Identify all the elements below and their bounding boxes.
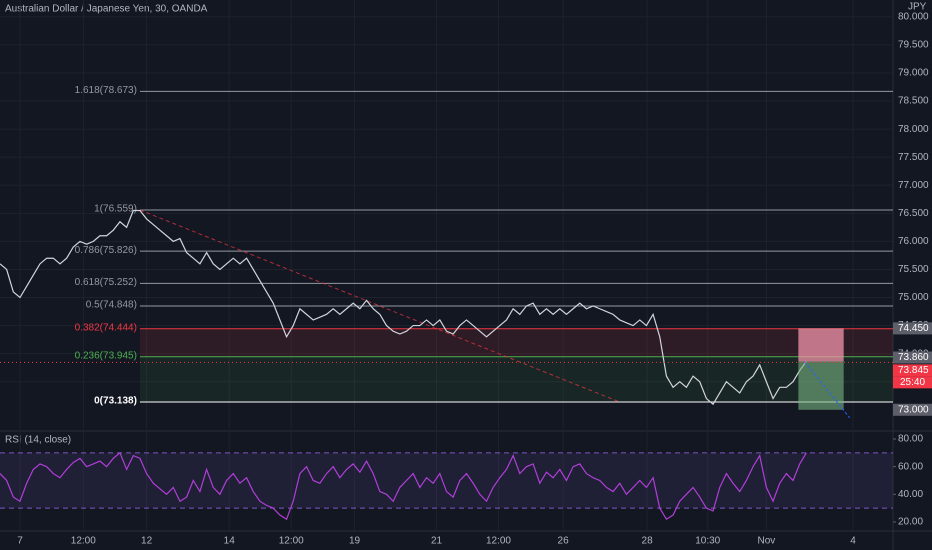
rsi-title: RSI (14, close) [5, 435, 71, 446]
trendline [139, 209, 620, 403]
price-tag-label: 73.000 [898, 404, 929, 415]
price-tag-label: 73.860 [898, 352, 929, 363]
x-tick-label: 14 [224, 536, 236, 547]
price-tag [893, 351, 932, 364]
y-tick-label: 79.000 [898, 68, 929, 79]
fib-zone [139, 328, 893, 357]
fib-label: 0.236(73.945) [75, 350, 137, 361]
y-tick-label: 80.000 [898, 11, 929, 22]
y-tick-label: 40.00 [898, 489, 923, 500]
x-tick-label: 21 [431, 536, 443, 547]
x-tick-label: 10:30 [695, 536, 720, 547]
x-tick-label: 19 [349, 536, 361, 547]
countdown: 25:40 [900, 377, 925, 388]
y-tick-label: 79.500 [898, 40, 929, 51]
y-tick-label: 75.000 [898, 292, 929, 303]
currency-label: JPY [908, 2, 927, 13]
position-target [798, 328, 844, 362]
rsi-band [0, 452, 893, 509]
x-tick-label: Nov [757, 536, 775, 547]
x-tick-label: 28 [642, 536, 654, 547]
x-tick-label: 12 [141, 536, 153, 547]
y-tick-label: 78.000 [898, 124, 929, 135]
fib-zone [139, 356, 893, 403]
price-tag [893, 403, 932, 416]
y-tick-label: 76.000 [898, 236, 929, 247]
fib-label: 0.382(74.444) [75, 322, 137, 333]
countdown-tag [893, 376, 932, 389]
y-tick-label: 77.000 [898, 180, 929, 191]
x-tick-label: 12:00 [71, 536, 96, 547]
fib-label: 1(76.559) [94, 204, 137, 215]
fib-label: 0.786(75.826) [75, 245, 137, 256]
chart-title: Australian Dollar / Japanese Yen, 30, OA… [5, 4, 208, 15]
y-tick-label: 78.500 [898, 96, 929, 107]
price-tag [893, 322, 932, 335]
price-tag-label: 74.450 [898, 323, 929, 334]
y-tick-label: 60.00 [898, 461, 923, 472]
x-tick-label: 26 [558, 536, 570, 547]
fib-label: 1.618(78.673) [75, 85, 137, 96]
x-tick-label: 4 [850, 536, 856, 547]
series-line [0, 209, 807, 406]
fib-label: 0.5(74.848) [86, 300, 137, 311]
position-path [803, 361, 851, 419]
series-line [0, 451, 807, 521]
y-tick-label: 80.00 [898, 434, 923, 445]
y-tick-label: 20.00 [898, 517, 923, 528]
x-tick-label: 12:00 [279, 536, 304, 547]
fib-label: 0(73.138) [94, 396, 137, 407]
x-tick-label: 7 [17, 536, 23, 547]
fib-label: 0.618(75.252) [75, 277, 137, 288]
y-tick-label: 76.500 [898, 208, 929, 219]
price-tag [893, 364, 932, 377]
price-tag-label: 73.845 [898, 365, 929, 376]
y-tick-label: 77.500 [898, 152, 929, 163]
y-tick-label: 75.500 [898, 264, 929, 275]
x-tick-label: 12:00 [486, 536, 511, 547]
